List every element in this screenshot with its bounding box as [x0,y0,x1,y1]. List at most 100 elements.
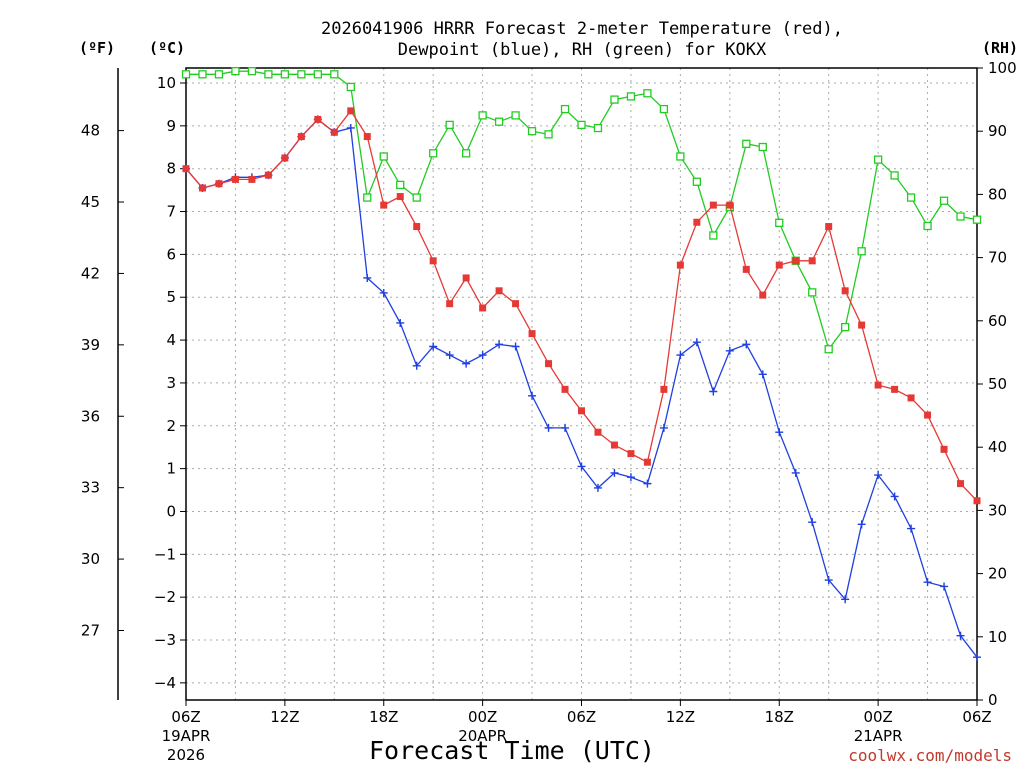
temperature-point [281,154,289,162]
temperature-point [940,445,948,453]
temperature-point [363,133,371,141]
grid-lines [186,68,977,700]
rh-point [873,155,883,164]
series-lines [181,67,982,662]
rh-point [758,142,767,152]
dewpoint-point [610,468,619,477]
rh-point [264,70,273,79]
temperature-point [446,300,454,308]
x-axis-label: Forecast Time (UTC) [369,736,655,765]
temperature-point [891,385,899,393]
dewpoint-point [379,288,388,297]
dewpoint-point [973,653,981,662]
temperature-point [759,291,767,299]
rh-tick-label: 30 [988,501,1007,519]
temperature-point [676,261,684,269]
temperature-point [808,257,816,265]
chart-title-line1: 2026041906 HRRR Forecast 2-meter Tempera… [321,19,843,39]
rh-point [280,70,290,79]
fahrenheit-unit-label: (ºF) [79,39,115,57]
temperature-point [627,450,635,458]
fahrenheit-tick-label: 42 [81,264,100,282]
dewpoint-point [709,387,718,396]
dewpoint-point [511,342,520,351]
celsius-tick-label: −1 [154,545,176,563]
dewpoint-point [890,492,899,501]
fahrenheit-tick-label: 27 [81,621,100,639]
celsius-tick-label: 0 [166,502,176,520]
time-tick-label: 06Z [171,708,200,726]
rh-tick-label: 100 [988,59,1017,77]
dewpoint-point [429,342,438,351]
temperature-point [594,428,602,436]
rh-point [313,70,322,79]
temperature-point [297,133,305,141]
rh-point [544,130,553,139]
rh-point [939,196,949,205]
rh-tick-label: 70 [988,249,1007,267]
celsius-tick-label: 7 [166,203,176,221]
rh-point [478,111,487,120]
celsius-tick-label: 3 [166,374,176,392]
date-label: 21APR [854,727,903,745]
temperature-point [512,300,520,308]
rh-point [808,288,817,297]
rh-point [346,82,355,92]
temperature-point [924,411,932,419]
rh-tick-label: 10 [988,628,1007,646]
time-tick-label: 00Z [468,708,497,726]
temperature-point [874,381,882,389]
temperature-point [413,223,421,231]
fahrenheit-tick-label: 45 [81,193,100,211]
fahrenheit-axis: 48 45 42 39 36 33 30 27 [81,122,124,639]
rh-point [379,152,388,161]
dewpoint-point [742,340,751,349]
temperature-point [528,330,536,338]
dewpoint-point [775,428,784,437]
dewpoint-point [907,524,916,533]
rh-point [297,70,306,79]
celsius-tick-label: 9 [166,117,176,135]
time-tick-label: 06Z [962,708,991,726]
rh-point [429,149,438,158]
rh-point [676,152,685,161]
rh-point [890,171,899,180]
temperature-point [957,480,965,488]
temperature-point [561,385,569,393]
temperature-point [198,184,206,192]
temperature-point [825,223,833,231]
rh-tick-label: 40 [988,438,1007,456]
fahrenheit-tick-label: 33 [81,479,100,497]
rh-point [857,247,866,256]
temperature-point [495,287,503,295]
celsius-unit-label: (ºC) [149,39,185,57]
celsius-tick-label: 5 [166,288,176,306]
rh-point [494,117,504,126]
temperature-point [742,265,750,273]
temperature-point [347,107,355,115]
dewpoint-point [824,576,833,585]
time-tick-label: 18Z [369,708,398,726]
time-tick-label: 06Z [567,708,596,726]
dewpoint-point [346,123,355,132]
plot-frame [185,67,978,701]
dewpoint-point [643,479,652,488]
dewpoint-point [478,351,487,360]
celsius-tick-label: 6 [166,245,176,263]
rh-tick-label: 90 [988,122,1007,140]
celsius-tick-label: 10 [157,74,176,92]
temperature-point [858,321,866,329]
rh-point [841,322,850,332]
rh-point [577,120,586,130]
dewpoint-point [495,340,504,349]
rh-point [775,218,784,227]
temperature-point [429,257,437,265]
time-tick-label: 12Z [270,708,299,726]
temperature-point [610,441,618,449]
temperature-point [396,193,404,201]
rh-point [593,123,603,133]
rh-tick-label: 0 [988,691,998,709]
temperature-point [907,394,915,402]
